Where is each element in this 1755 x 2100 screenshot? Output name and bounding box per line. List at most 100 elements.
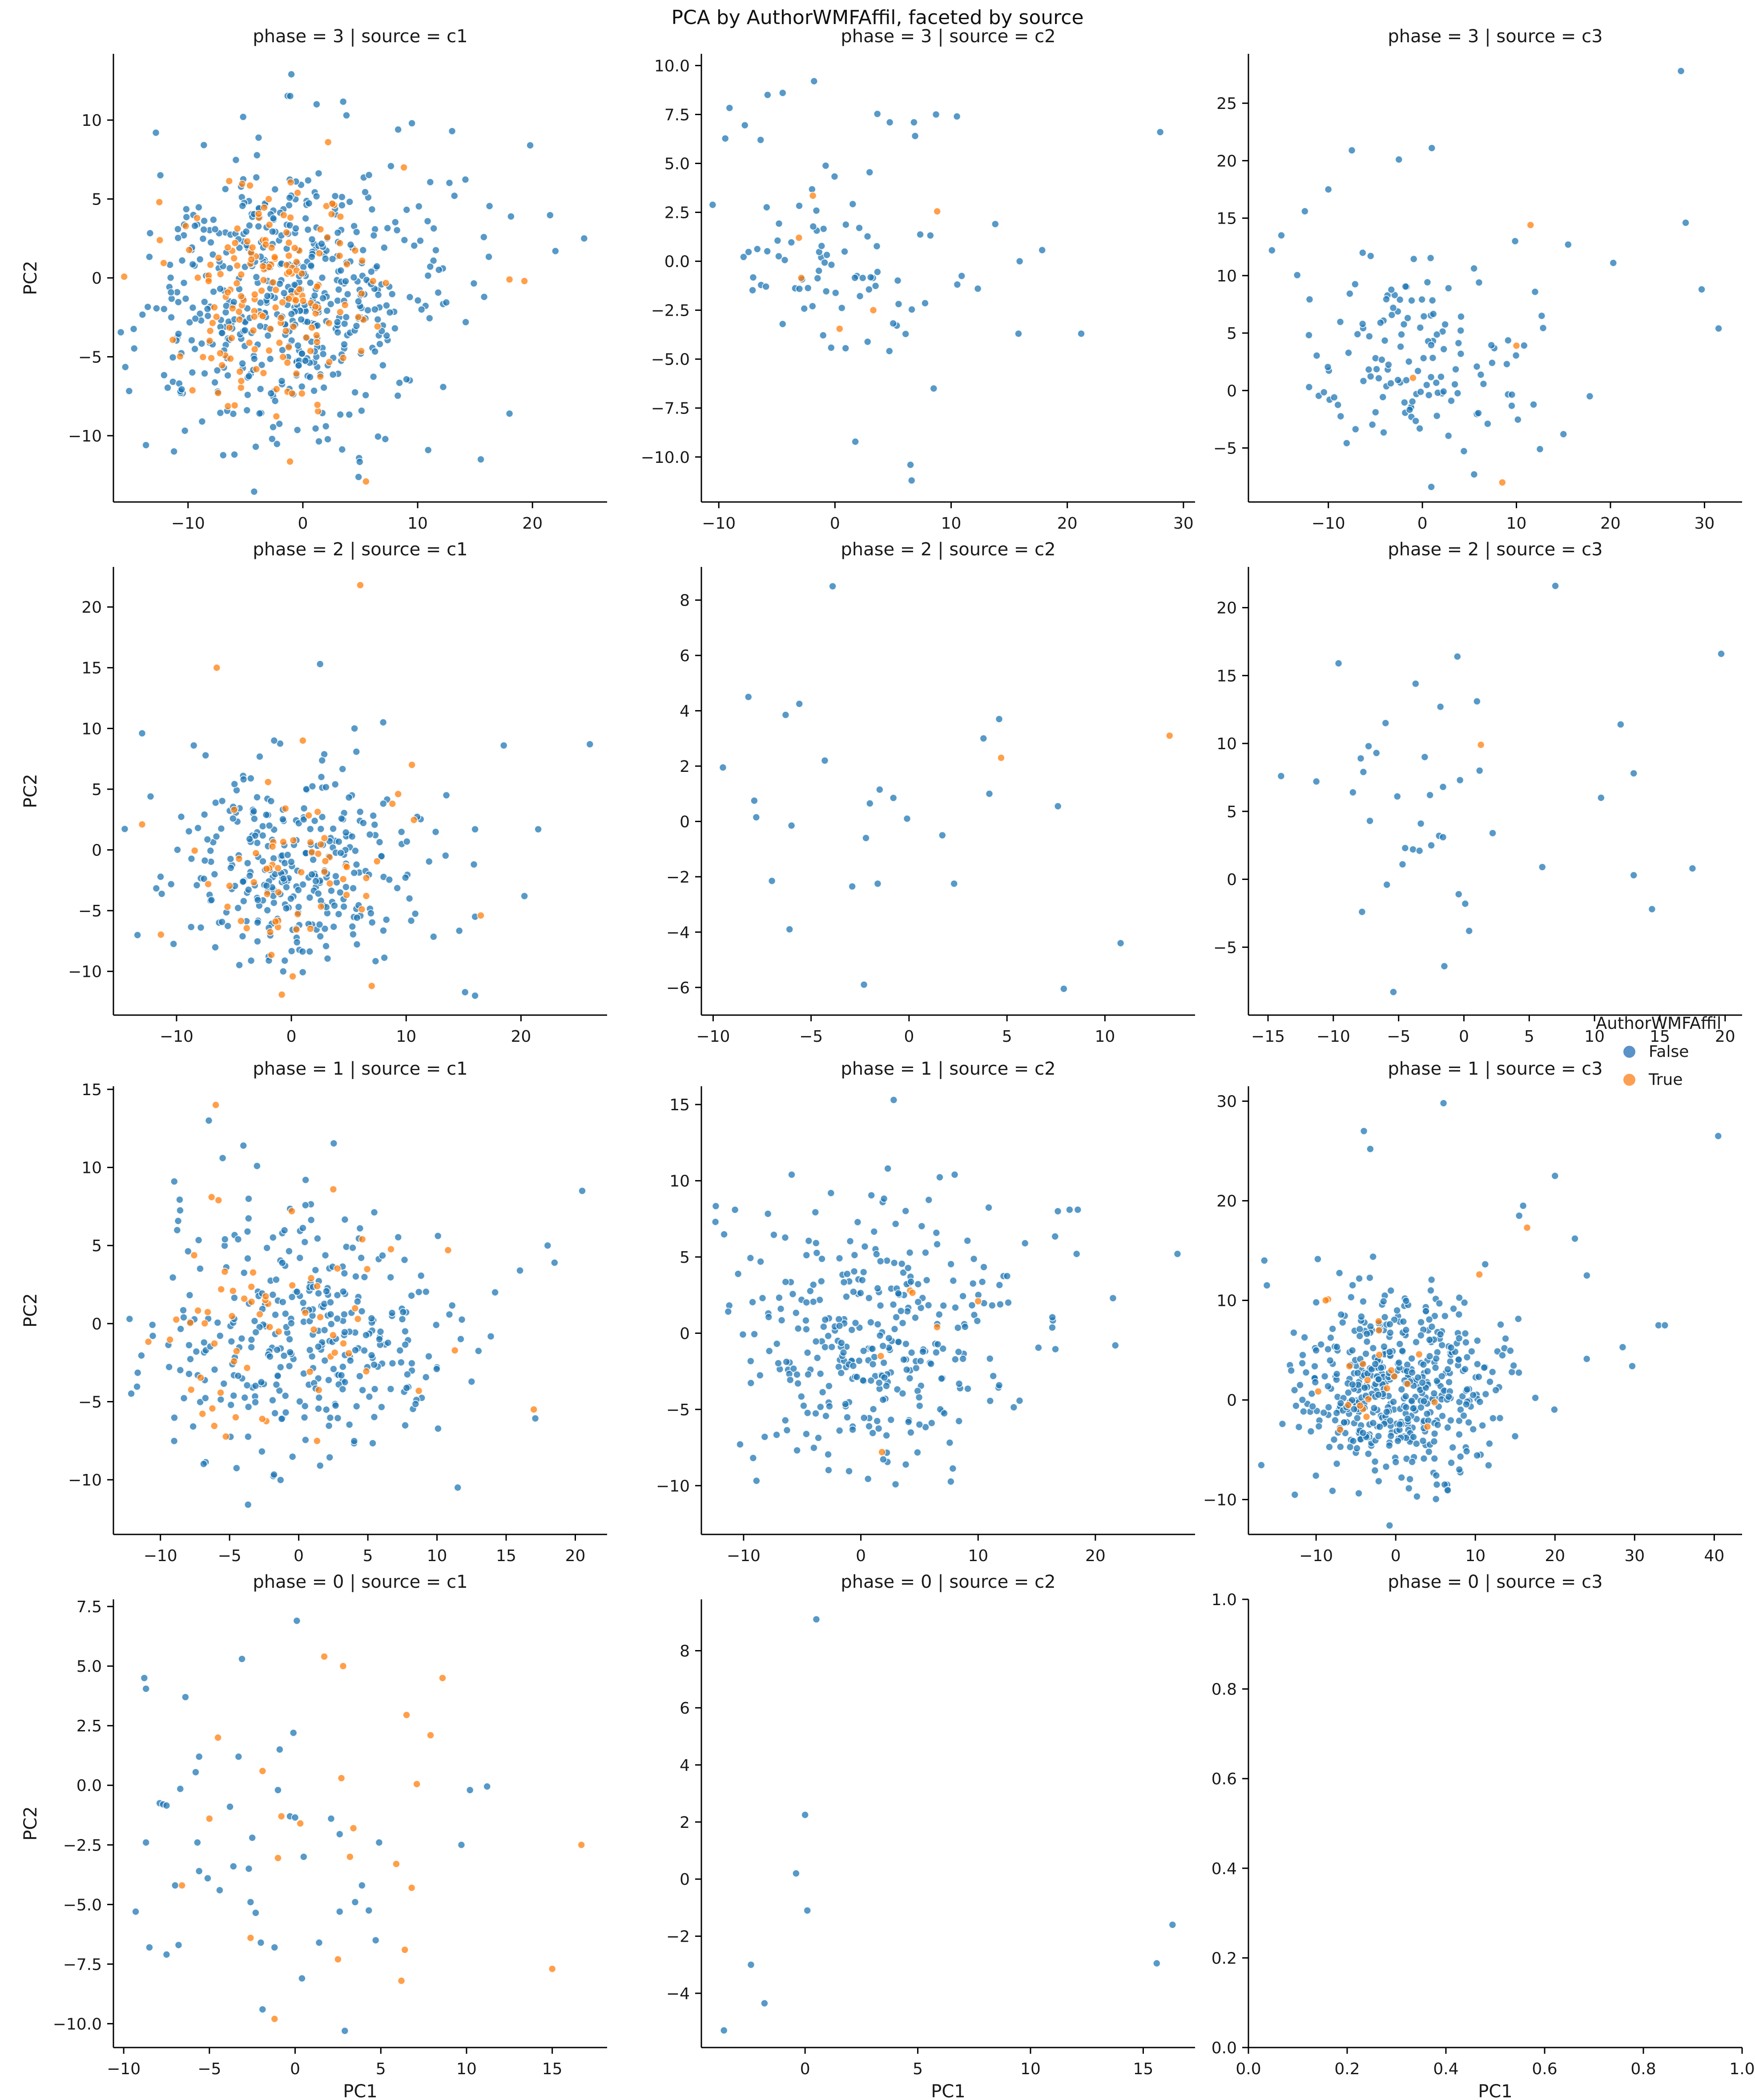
data-point bbox=[263, 906, 272, 915]
data-point bbox=[274, 1854, 282, 1862]
data-point bbox=[860, 1413, 868, 1422]
data-point bbox=[1426, 791, 1434, 799]
y-tick-label: 0.4 bbox=[1212, 1860, 1237, 1878]
data-point bbox=[308, 323, 316, 332]
data-point bbox=[258, 312, 267, 320]
y-tick-label: 30 bbox=[1216, 1093, 1237, 1111]
x-tick-label: 0 bbox=[856, 1547, 866, 1565]
data-point bbox=[1714, 1132, 1723, 1140]
data-point bbox=[249, 326, 258, 335]
data-point bbox=[824, 1450, 833, 1459]
data-point bbox=[252, 365, 261, 373]
data-point bbox=[995, 715, 1003, 723]
data-point bbox=[1455, 1417, 1463, 1425]
data-point bbox=[857, 1289, 865, 1297]
data-point bbox=[392, 1860, 400, 1868]
y-tick-label: 0 bbox=[1227, 382, 1237, 400]
data-point bbox=[351, 246, 359, 255]
data-point bbox=[352, 1272, 360, 1281]
data-point bbox=[1374, 1432, 1383, 1440]
data-point bbox=[167, 288, 175, 297]
data-point bbox=[258, 1415, 266, 1423]
data-point bbox=[1116, 939, 1125, 948]
data-point bbox=[350, 273, 358, 281]
data-point bbox=[342, 277, 350, 285]
x-tick-label: 0.2 bbox=[1334, 2060, 1360, 2078]
data-point bbox=[201, 751, 210, 759]
data-point bbox=[424, 272, 432, 280]
data-point bbox=[824, 1332, 833, 1340]
data-point bbox=[219, 451, 227, 459]
data-point bbox=[835, 325, 844, 333]
data-point bbox=[228, 1312, 236, 1320]
data-point bbox=[1460, 1411, 1468, 1420]
y-tick-label: 5 bbox=[1227, 325, 1237, 343]
data-point bbox=[1465, 927, 1473, 935]
data-point bbox=[1360, 1127, 1368, 1135]
data-point bbox=[313, 1437, 321, 1445]
data-point bbox=[245, 1195, 253, 1203]
data-point bbox=[318, 813, 326, 821]
data-point bbox=[267, 951, 276, 959]
data-point bbox=[1298, 1359, 1306, 1367]
data-point bbox=[173, 846, 181, 854]
data-point bbox=[927, 1419, 936, 1427]
data-point bbox=[747, 1379, 755, 1387]
data-point bbox=[324, 435, 332, 443]
data-point bbox=[280, 211, 288, 219]
data-point bbox=[906, 1374, 914, 1382]
data-point bbox=[234, 904, 242, 912]
data-point bbox=[797, 274, 805, 282]
data-point bbox=[370, 231, 378, 240]
data-point bbox=[1397, 330, 1405, 339]
data-point bbox=[336, 410, 345, 419]
data-point bbox=[813, 274, 822, 282]
data-point bbox=[229, 1287, 237, 1295]
data-point bbox=[794, 1379, 802, 1388]
data-point bbox=[373, 857, 381, 866]
data-point bbox=[1415, 1350, 1423, 1358]
data-point bbox=[1346, 1443, 1354, 1451]
y-axis-label: PC2 bbox=[20, 1806, 41, 1841]
data-point bbox=[1296, 1381, 1304, 1389]
facet-r2c3: phase = 2 | source = c3−15 −10 −5 0 5 10 15 202… bbox=[1213, 539, 1742, 1046]
data-point bbox=[1300, 1333, 1309, 1341]
data-point bbox=[328, 200, 337, 208]
data-point bbox=[1393, 792, 1401, 801]
x-tick-label: −10 bbox=[1316, 1028, 1350, 1046]
data-point bbox=[1312, 351, 1321, 360]
data-point bbox=[310, 1325, 318, 1334]
data-point bbox=[320, 868, 329, 876]
data-point bbox=[239, 877, 247, 886]
data-point bbox=[288, 1453, 297, 1461]
data-point bbox=[423, 217, 432, 225]
data-point bbox=[865, 1422, 873, 1430]
data-point bbox=[809, 1281, 817, 1289]
data-point bbox=[1385, 1441, 1393, 1450]
data-point bbox=[415, 202, 423, 211]
data-point bbox=[1523, 1224, 1531, 1232]
data-point bbox=[526, 141, 534, 149]
data-point bbox=[262, 811, 270, 819]
data-point bbox=[350, 724, 358, 733]
data-point bbox=[264, 331, 272, 340]
data-point bbox=[314, 808, 322, 816]
data-point bbox=[422, 1373, 430, 1381]
data-point bbox=[859, 1347, 868, 1355]
data-point bbox=[188, 336, 196, 345]
data-point bbox=[1380, 428, 1388, 437]
data-point bbox=[328, 255, 337, 263]
data-point bbox=[312, 331, 321, 339]
data-point bbox=[133, 1369, 142, 1377]
data-point bbox=[302, 1436, 310, 1444]
data-point bbox=[841, 1400, 849, 1408]
data-point bbox=[800, 1401, 808, 1410]
data-point bbox=[934, 1340, 942, 1349]
data-point bbox=[233, 261, 242, 270]
data-point bbox=[381, 435, 390, 443]
data-point bbox=[278, 377, 286, 385]
data-point bbox=[286, 1335, 294, 1343]
data-point bbox=[212, 313, 221, 321]
data-point bbox=[265, 221, 274, 229]
data-point bbox=[1369, 1253, 1377, 1261]
